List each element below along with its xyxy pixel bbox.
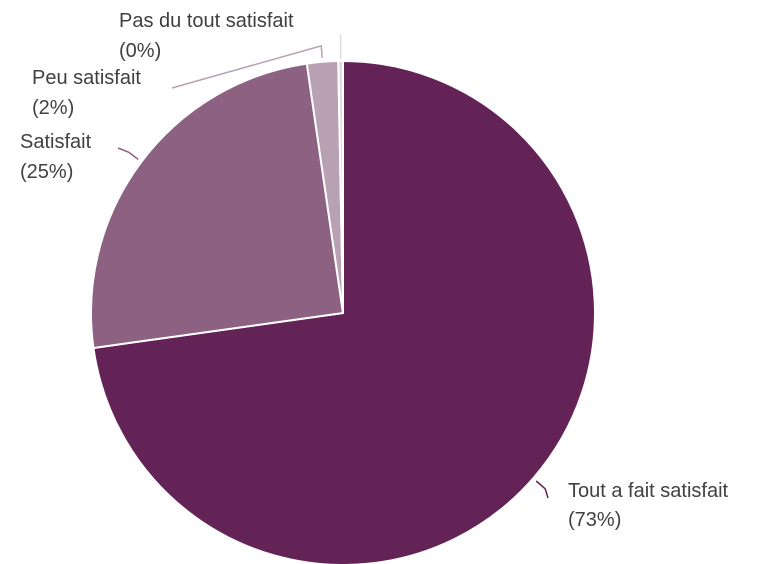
leader-line-peu-satisfait (171, 44, 323, 89)
leader-lines (117, 34, 549, 499)
value-label-peu-satisfait: (2%) (32, 97, 74, 119)
pie-slice-tout-a-fait-satisfait (92, 60, 596, 564)
pie-slice-satisfait (90, 62, 344, 350)
pie-slices (90, 59, 596, 564)
label-satisfait: Satisfait (20, 131, 92, 153)
value-label-tout-a-fait-satisfait: (73%) (568, 509, 621, 531)
pie-slice-pas-du-tout-satisfait (337, 59, 344, 314)
leader-line-tout-a-fait-satisfait (535, 480, 549, 499)
label-pas-du-tout-satisfait: Pas du tout satisfait (119, 10, 294, 32)
label-peu-satisfait: Peu satisfait (32, 67, 141, 89)
label-tout-a-fait-satisfait: Tout a fait satisfait (568, 480, 729, 502)
value-label-pas-du-tout-satisfait: (0%) (119, 40, 161, 62)
value-label-satisfait: (25%) (20, 161, 73, 183)
leader-line-satisfait (117, 147, 139, 160)
